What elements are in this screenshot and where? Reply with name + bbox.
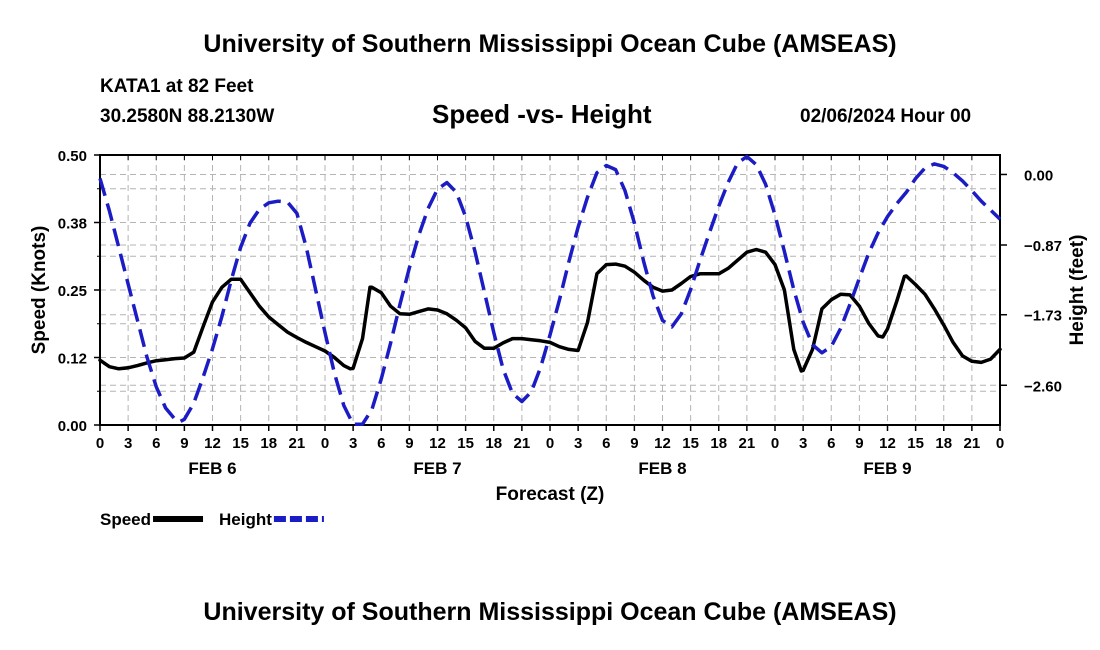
x-tick-label: 21 xyxy=(739,435,756,452)
x-tick-label: 0 xyxy=(771,435,779,452)
station-label: KATA1 at 82 Feet xyxy=(100,76,254,97)
x-tick-label: 12 xyxy=(204,435,221,452)
x-tick-label: 6 xyxy=(152,435,160,452)
x-axis-label: Forecast (Z) xyxy=(496,484,605,505)
chart-title-bottom: University of Southern Mississippi Ocean… xyxy=(203,598,897,626)
x-tick-label: 3 xyxy=(574,435,582,452)
day-label: FEB 7 xyxy=(413,459,461,478)
series-speed-line xyxy=(98,247,1002,373)
y-right-tick-label: 0.00 xyxy=(1024,167,1053,184)
x-tick-label: 3 xyxy=(124,435,132,452)
x-tick-label: 21 xyxy=(514,435,531,452)
x-tick-label: 6 xyxy=(602,435,610,452)
chart-title-top: University of Southern Mississippi Ocean… xyxy=(203,30,897,58)
x-tick-label: 3 xyxy=(799,435,807,452)
y-right-tick-label: −0.87 xyxy=(1024,238,1062,255)
chart-subtitle: Speed -vs- Height xyxy=(432,99,652,129)
x-tick-label: 6 xyxy=(377,435,385,452)
y-right-tick-label: −2.60 xyxy=(1024,378,1062,395)
x-tick-label: 18 xyxy=(710,435,727,452)
x-tick-label: 0 xyxy=(546,435,554,452)
y-left-tick-label: 0.12 xyxy=(58,351,87,368)
series-height-line xyxy=(98,154,1002,426)
x-tick-label: 9 xyxy=(405,435,413,452)
x-tick-label: 15 xyxy=(682,435,699,452)
legend-label-speed: Speed xyxy=(100,510,151,529)
day-label: FEB 9 xyxy=(863,459,911,478)
x-tick-label: 12 xyxy=(429,435,446,452)
x-tick-label: 0 xyxy=(96,435,104,452)
x-tick-label: 12 xyxy=(654,435,671,452)
forecast-date: 02/06/2024 Hour 00 xyxy=(800,106,972,127)
y-left-tick-label: 0.50 xyxy=(58,148,87,165)
x-tick-label: 0 xyxy=(321,435,329,452)
x-tick-label: 3 xyxy=(349,435,357,452)
x-tick-label: 12 xyxy=(879,435,896,452)
y-right-axis-label: Height (feet) xyxy=(1067,235,1088,346)
day-label: FEB 6 xyxy=(188,459,236,478)
x-tick-label: 15 xyxy=(457,435,474,452)
y-left-tick-label: 0.38 xyxy=(58,216,87,233)
y-left-axis-label: Speed (Knots) xyxy=(29,226,50,355)
day-label: FEB 8 xyxy=(638,459,686,478)
x-tick-label: 9 xyxy=(180,435,188,452)
x-tick-label: 0 xyxy=(996,435,1004,452)
y-left-tick-label: 0.00 xyxy=(58,418,87,435)
legend-label-height: Height xyxy=(219,510,272,529)
x-tick-label: 18 xyxy=(260,435,277,452)
x-tick-label: 9 xyxy=(630,435,638,452)
coordinates-label: 30.2580N 88.2130W xyxy=(100,106,275,127)
y-right-tick-label: −1.73 xyxy=(1024,308,1062,325)
x-tick-label: 15 xyxy=(907,435,924,452)
x-tick-label: 15 xyxy=(232,435,249,452)
y-left-tick-label: 0.25 xyxy=(58,283,87,300)
x-tick-label: 6 xyxy=(827,435,835,452)
x-tick-label: 18 xyxy=(485,435,502,452)
x-tick-label: 21 xyxy=(289,435,306,452)
x-tick-label: 18 xyxy=(935,435,952,452)
x-tick-label: 9 xyxy=(855,435,863,452)
x-tick-label: 21 xyxy=(964,435,981,452)
